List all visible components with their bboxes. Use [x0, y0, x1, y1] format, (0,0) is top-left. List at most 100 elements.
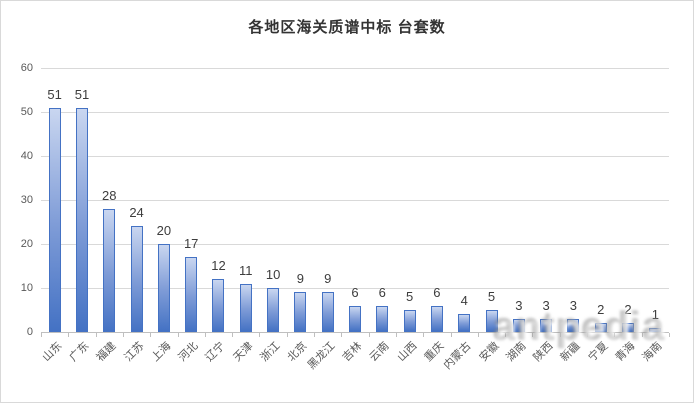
x-axis-tick: [477, 333, 479, 337]
bar: [185, 257, 198, 332]
x-category-label: 天津: [231, 340, 256, 365]
x-category-label: 山西: [395, 340, 420, 365]
gridline: [41, 244, 669, 245]
bar: [267, 288, 280, 332]
bar-value-label: 6: [351, 284, 359, 300]
x-axis-tick: [423, 333, 425, 337]
gridline: [41, 112, 669, 113]
x-category-label: 宁夏: [586, 340, 611, 365]
bar: [540, 318, 553, 332]
x-category-label: 云南: [367, 340, 392, 365]
bar: [349, 305, 361, 332]
bar-value-label: 3: [569, 297, 578, 313]
x-category-label: 广东: [67, 340, 92, 365]
gridline: [41, 68, 669, 69]
x-axis-tick: [259, 333, 261, 337]
gridline: [41, 200, 669, 201]
bar: [430, 305, 443, 332]
x-category-label: 新疆: [558, 340, 583, 365]
bar-value-label: 9: [324, 271, 332, 287]
y-axis-tick-label: 20: [20, 238, 33, 250]
bar-value-label: 9: [296, 271, 304, 287]
bar: [239, 283, 252, 332]
x-axis-tick: [587, 333, 589, 337]
y-axis-tick-label: 50: [20, 106, 33, 118]
x-category-label: 北京: [285, 340, 310, 365]
x-category-label: 青海: [613, 340, 638, 365]
bar-value-label: 2: [624, 302, 632, 318]
x-category-label: 陕西: [531, 340, 556, 365]
x-axis-tick: [559, 333, 561, 337]
x-axis-tick: [68, 333, 70, 337]
bar: [294, 292, 307, 332]
bar-value-label: 4: [460, 293, 468, 309]
bar: [649, 327, 662, 332]
x-category-label: 黑龙江: [305, 340, 338, 372]
x-axis-tick: [368, 333, 370, 337]
x-category-label: 上海: [149, 340, 174, 365]
x-axis-tick: [204, 333, 206, 337]
x-axis-tick: [450, 333, 452, 337]
bar: [157, 244, 170, 332]
bar: [567, 318, 580, 332]
x-axis-tick: [614, 333, 616, 337]
bar: [594, 323, 607, 332]
x-category-label: 浙江: [258, 340, 283, 365]
bar: [403, 310, 416, 332]
x-category-label: 海南: [640, 340, 665, 365]
bar: [376, 305, 389, 332]
y-axis-tick-label: 60: [20, 62, 33, 74]
x-axis-tick: [177, 333, 179, 337]
bar-value-label: 20: [156, 223, 172, 238]
bar-value-label: 11: [239, 262, 253, 278]
x-axis-tick: [669, 333, 670, 337]
bar: [512, 318, 525, 332]
x-axis-tick: [532, 333, 534, 337]
x-category-label: 江苏: [122, 340, 147, 365]
x-category-label: 辽宁: [203, 340, 228, 365]
bar-value-label: 24: [129, 205, 144, 221]
bar: [48, 107, 61, 332]
bar-value-label: 6: [433, 284, 441, 300]
x-axis-tick: [41, 333, 42, 337]
y-axis-tick-label: 30: [20, 194, 33, 206]
x-category-label: 福建: [94, 340, 119, 365]
bar-value-label: 51: [47, 86, 62, 102]
x-axis-tick: [641, 333, 643, 337]
y-axis-tick-label: 10: [20, 282, 33, 294]
x-axis-tick: [286, 333, 288, 337]
bar: [321, 292, 334, 332]
chart-title: 各地区海关质谱中标 台套数: [248, 19, 446, 36]
bar: [212, 279, 225, 332]
bar-value-label: 5: [487, 289, 496, 304]
x-axis-tick: [314, 333, 316, 337]
x-axis-tick: [122, 333, 124, 337]
bar-value-label: 1: [651, 306, 659, 322]
y-axis-tick-label: 40: [20, 150, 33, 162]
bar-value-label: 28: [102, 187, 117, 203]
x-category-label: 内蒙古: [441, 340, 474, 372]
y-axis-tick-label: 0: [26, 326, 33, 338]
x-axis-tick: [341, 333, 343, 337]
gridline: [41, 156, 669, 157]
x-axis-tick: [95, 333, 97, 337]
bar-value-label: 10: [265, 267, 281, 282]
bar: [103, 208, 116, 332]
x-axis-tick: [505, 333, 507, 337]
bar: [622, 323, 635, 332]
bar: [485, 310, 498, 332]
bar: [75, 107, 88, 332]
x-category-label: 河北: [176, 340, 201, 365]
x-category-label: 山东: [40, 340, 65, 365]
bar-value-label: 5: [405, 289, 414, 304]
x-axis-tick: [150, 333, 152, 337]
bar-value-label: 51: [74, 86, 90, 102]
bar-value-label: 3: [542, 297, 550, 313]
x-category-label: 安徽: [476, 340, 502, 365]
bar-value-label: 12: [211, 258, 226, 274]
x-axis-tick: [395, 333, 397, 337]
x-category-label: 湖南: [504, 340, 529, 365]
bar: [130, 226, 143, 332]
